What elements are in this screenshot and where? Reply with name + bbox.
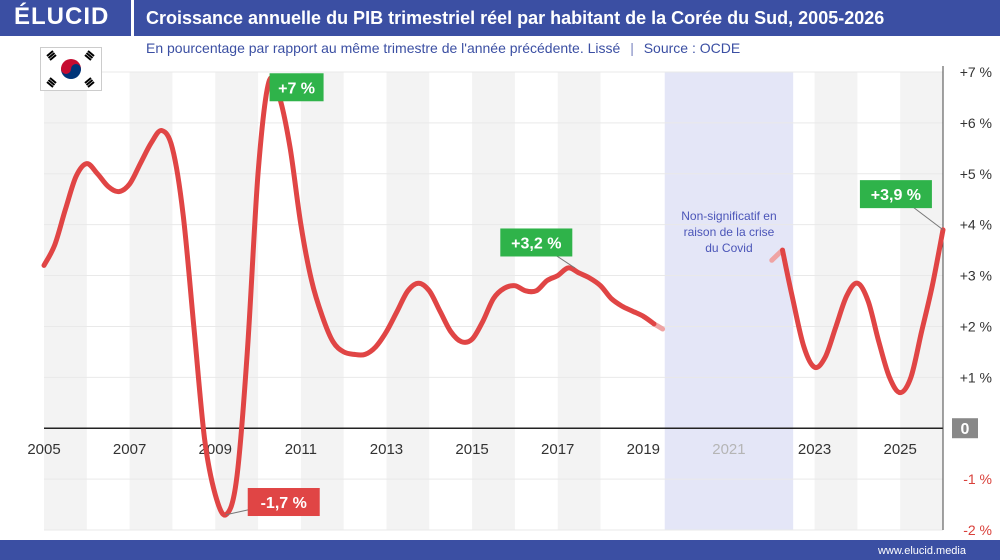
x-tick-label: 2005	[27, 441, 60, 458]
annotation-badge	[247, 488, 320, 517]
y-tick-label: 0	[961, 421, 970, 438]
annotation-label: +3,9 %	[871, 187, 921, 204]
x-tick-label: 2015	[455, 441, 488, 458]
covid-note-line: du Covid	[705, 241, 752, 255]
source-text: Source : OCDE	[643, 40, 741, 56]
annotation-label: +3,2 %	[511, 235, 561, 252]
y-tick-label: +3 %	[960, 268, 992, 284]
y-tick-label: +5 %	[960, 166, 992, 182]
x-tick-label: 2011	[285, 441, 317, 458]
covid-note: Non-significatif en raison de la crise du …	[681, 209, 776, 255]
x-tick-label: 2017	[541, 441, 574, 458]
year-band	[386, 72, 430, 530]
year-band	[557, 72, 601, 530]
x-tick-label: 2019	[627, 441, 660, 458]
year-band	[900, 72, 943, 530]
subtitle-text: En pourcentage par rapport au même trime…	[146, 40, 621, 56]
covid-note-line: raison de la crise	[684, 225, 775, 239]
x-tick-label: 2025	[884, 441, 917, 458]
website-link[interactable]: www.elucid.media	[877, 545, 966, 557]
y-tick-label: +4 %	[960, 217, 992, 233]
y-tick-label: +7 %	[960, 64, 992, 80]
x-tick-label: 2007	[113, 441, 146, 458]
year-band	[129, 72, 173, 530]
y-tick-label: -1 %	[963, 471, 992, 487]
annotation-badge	[269, 73, 324, 102]
logo-box: ÉLUCID	[0, 0, 134, 36]
year-band	[44, 72, 87, 530]
y-tick-label: +1 %	[960, 369, 992, 385]
south-korea-flag-icon	[40, 47, 102, 91]
annotation-badge	[500, 228, 573, 257]
series-line	[780, 227, 946, 396]
annotation-label: +7 %	[278, 80, 315, 97]
year-band	[814, 72, 858, 530]
subtitle-separator: |	[630, 40, 634, 56]
covid-band	[664, 72, 794, 530]
series-line	[41, 75, 657, 518]
x-tick-label: 2013	[370, 441, 403, 458]
annotation-label: -1,7 %	[261, 495, 307, 512]
chart-title: Croissance annuelle du PIB trimestriel r…	[146, 8, 885, 28]
brand-logo: ÉLUCID	[14, 3, 110, 30]
header-bar: ÉLUCID Croissance annuelle du PIB trimes…	[0, 0, 1000, 36]
zero-label-box	[952, 418, 978, 439]
year-band	[300, 72, 344, 530]
footer-bar: www.elucid.media	[0, 540, 1000, 560]
x-tick-label: 2021	[712, 441, 745, 458]
annotation-badge	[859, 180, 932, 209]
y-tick-label: +6 %	[960, 115, 992, 131]
chart-subtitle: En pourcentage par rapport au même trime…	[146, 40, 740, 56]
covid-note-line: Non-significatif en	[681, 209, 776, 223]
x-tick-label: 2023	[798, 441, 831, 458]
y-tick-label: -2 %	[963, 522, 992, 538]
y-tick-label: +2 %	[960, 318, 992, 334]
